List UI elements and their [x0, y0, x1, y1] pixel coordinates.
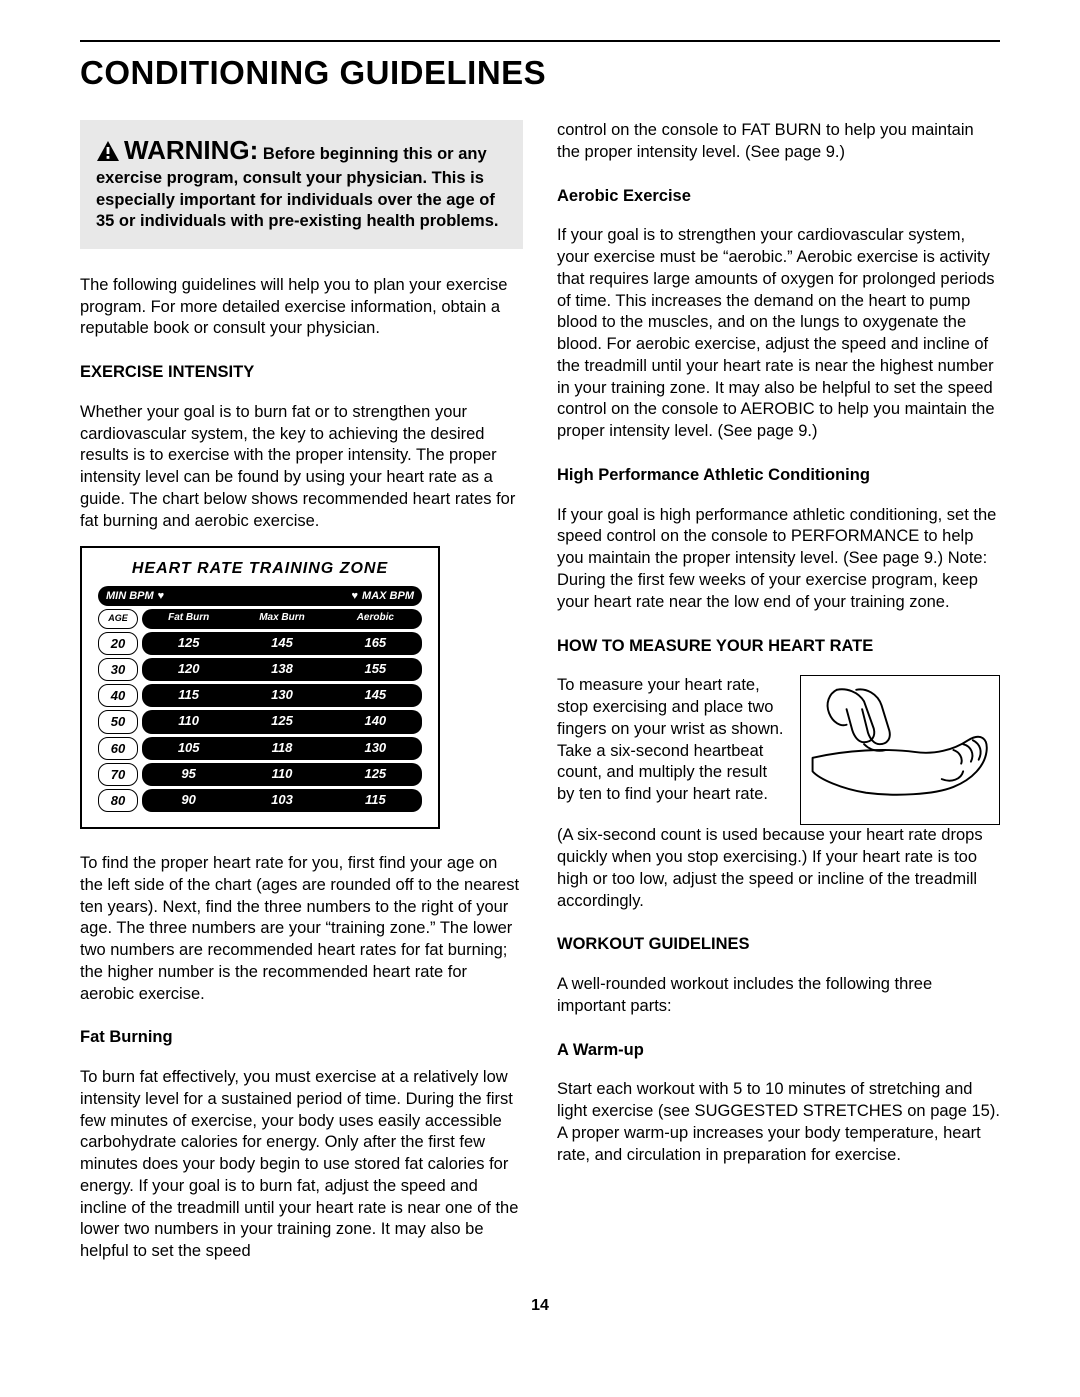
max-burn-val: 125: [235, 712, 328, 731]
aerobic-val: 140: [329, 712, 422, 731]
warning-lead: Before beginning: [263, 145, 399, 163]
age-cell: 80: [98, 789, 138, 812]
vals-cell: 105118130: [142, 737, 422, 760]
fat-burning-head: Fat Burning: [80, 1027, 523, 1049]
heart-icon: ♥: [158, 589, 165, 604]
measure-head: HOW TO MEASURE YOUR HEART RATE: [557, 636, 1000, 658]
chart-row: 30120138155: [98, 658, 422, 681]
max-bpm-label: MAX BPM: [362, 589, 414, 604]
aerobic-val: 145: [329, 686, 422, 705]
measure-p2: (A six-second count is used because your…: [557, 825, 1000, 912]
col-aero: Aerobic: [329, 611, 422, 627]
warmup-head: A Warm-up: [557, 1040, 1000, 1062]
max-burn-val: 138: [235, 660, 328, 679]
intro-paragraph: The following guidelines will help you t…: [80, 275, 523, 340]
age-cell: 50: [98, 710, 138, 733]
warning-triangle-icon: [96, 140, 120, 168]
left-column: WARNING: Before beginning this or any ex…: [80, 120, 523, 1263]
chart-header-row: AGE Fat Burn Max Burn Aerobic: [98, 609, 422, 629]
heart-rate-chart: HEART RATE TRAINING ZONE MIN BPM ♥ ♥ MAX…: [80, 546, 440, 829]
aerobic-val: 165: [329, 634, 422, 653]
page-title: CONDITIONING GUIDELINES: [80, 54, 1000, 92]
col-age: AGE: [98, 609, 138, 629]
aerobic-val: 130: [329, 739, 422, 758]
fat-burn-val: 95: [142, 765, 235, 784]
aerobic-val: 125: [329, 765, 422, 784]
aerobic-p: If your goal is to strengthen your cardi…: [557, 225, 1000, 443]
fat-burn-val: 90: [142, 791, 235, 810]
warning-box: WARNING: Before beginning this or any ex…: [80, 120, 523, 249]
warmup-p: Start each workout with 5 to 10 minutes …: [557, 1079, 1000, 1166]
top-rule: [80, 40, 1000, 42]
vals-cell: 125145165: [142, 632, 422, 655]
max-burn-val: 110: [235, 765, 328, 784]
col2-top: control on the console to FAT BURN to he…: [557, 120, 1000, 164]
vals-cell: 115130145: [142, 684, 422, 707]
col-fat: Fat Burn: [142, 611, 235, 627]
vals-cell: 110125140: [142, 710, 422, 733]
wrist-pulse-illustration: [800, 675, 1000, 825]
chart-row: 50110125140: [98, 710, 422, 733]
max-burn-val: 130: [235, 686, 328, 705]
fat-burn-val: 120: [142, 660, 235, 679]
fat-burn-val: 125: [142, 634, 235, 653]
chart-row: 60105118130: [98, 737, 422, 760]
fat-burn-val: 115: [142, 686, 235, 705]
chart-data-rows: 2012514516530120138155401151301455011012…: [98, 632, 422, 812]
vals-cell: 90103115: [142, 789, 422, 812]
measure-p1: To measure your heart rate, stop exercis…: [557, 675, 786, 806]
heart-icon: ♥: [352, 589, 359, 604]
workout-p: A well-rounded workout includes the foll…: [557, 974, 1000, 1018]
age-cell: 40: [98, 684, 138, 707]
aerobic-val: 155: [329, 660, 422, 679]
exercise-intensity-p1: Whether your goal is to burn fat or to s…: [80, 402, 523, 533]
age-cell: 70: [98, 763, 138, 786]
col-max: Max Burn: [235, 611, 328, 627]
age-cell: 30: [98, 658, 138, 681]
chart-row: 7095110125: [98, 763, 422, 786]
exercise-intensity-head: EXERCISE INTENSITY: [80, 362, 523, 384]
min-bpm-label: MIN BPM: [106, 589, 154, 604]
max-burn-val: 103: [235, 791, 328, 810]
chart-minmax-bar: MIN BPM ♥ ♥ MAX BPM: [98, 586, 422, 607]
two-column-layout: WARNING: Before beginning this or any ex…: [80, 120, 1000, 1263]
chart-row: 40115130145: [98, 684, 422, 707]
max-burn-val: 118: [235, 739, 328, 758]
workout-head: WORKOUT GUIDELINES: [557, 934, 1000, 956]
age-cell: 60: [98, 737, 138, 760]
aerobic-val: 115: [329, 791, 422, 810]
chart-title: HEART RATE TRAINING ZONE: [98, 558, 422, 579]
vals-cell: 95110125: [142, 763, 422, 786]
high-perf-p: If your goal is high performance athleti…: [557, 505, 1000, 614]
fat-burning-p: To burn fat effectively, you must exerci…: [80, 1067, 523, 1263]
fat-burn-val: 110: [142, 712, 235, 731]
chart-row: 20125145165: [98, 632, 422, 655]
fat-burn-val: 105: [142, 739, 235, 758]
vals-cell: 120138155: [142, 658, 422, 681]
warning-title: WARNING:: [124, 135, 258, 165]
page-number: 14: [80, 1297, 1000, 1315]
max-burn-val: 145: [235, 634, 328, 653]
chart-explain: To find the proper heart rate for you, f…: [80, 853, 523, 1005]
right-column: control on the console to FAT BURN to he…: [557, 120, 1000, 1263]
high-perf-head: High Performance Athletic Conditioning: [557, 465, 1000, 487]
age-cell: 20: [98, 632, 138, 655]
chart-row: 8090103115: [98, 789, 422, 812]
aerobic-head: Aerobic Exercise: [557, 186, 1000, 208]
